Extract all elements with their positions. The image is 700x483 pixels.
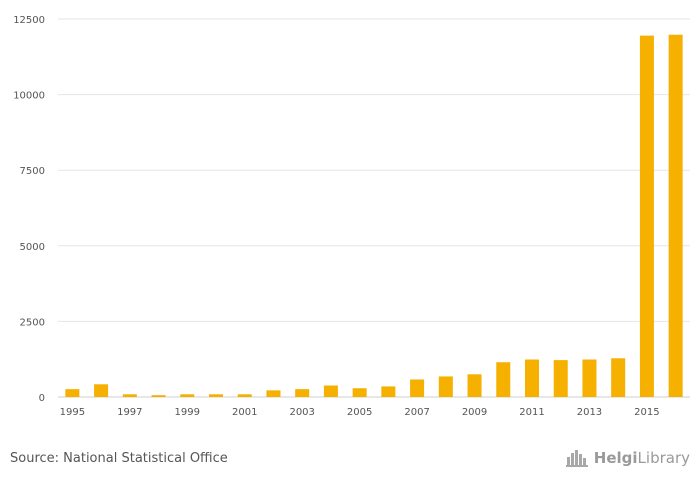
bar-2004[interactable] [323, 385, 338, 397]
bar-1996[interactable] [94, 384, 109, 397]
y-tick-label: 5000 [20, 242, 45, 253]
bar-1998[interactable] [151, 395, 166, 397]
x-axis-tick-labels: 1995 1997 1999 2001 2003 2005 2007 2009 2011 2013… [60, 407, 660, 418]
bar-2002[interactable] [266, 390, 281, 397]
x-tick-label: 1999 [175, 407, 200, 418]
bar-2012[interactable] [553, 360, 568, 397]
bar-1997[interactable] [122, 394, 137, 397]
bar-2001[interactable] [237, 394, 252, 397]
y-tick-label: 12500 [13, 15, 45, 26]
bar-1999[interactable] [180, 394, 195, 397]
bar-2015[interactable] [639, 35, 654, 398]
y-tick-label: 7500 [20, 166, 45, 177]
bar-1995[interactable] [65, 389, 80, 397]
y-tick-label: 0 [39, 393, 45, 404]
x-tick-label: 2015 [634, 407, 659, 418]
x-tick-label: 2007 [404, 407, 429, 418]
x-tick-label: 2011 [519, 407, 544, 418]
bar-2003[interactable] [295, 389, 310, 397]
x-tick-label: 2001 [232, 407, 257, 418]
bar-2011[interactable] [525, 359, 539, 397]
x-tick-label: 1997 [117, 407, 142, 418]
x-tick-label: 2005 [347, 407, 372, 418]
bar-2005[interactable] [352, 388, 367, 397]
source-note: Source: National Statistical Office [10, 451, 228, 466]
bar-2000[interactable] [209, 394, 223, 397]
y-axis-tick-labels: 0 2500 5000 7500 10000 12500 [13, 15, 45, 404]
bar-2013[interactable] [582, 359, 597, 397]
bar-2006[interactable] [381, 386, 396, 397]
bar-2016[interactable] [668, 34, 683, 398]
bar-2008[interactable] [438, 376, 453, 397]
x-tick-label: 2013 [577, 407, 602, 418]
y-tick-label: 2500 [20, 317, 45, 328]
bar-2010[interactable] [496, 362, 511, 397]
bar-chart: 0 2500 5000 7500 10000 12500 1995 1997 1999 2001… [13, 15, 690, 418]
x-tick-label: 2009 [462, 407, 487, 418]
bar-2007[interactable] [410, 379, 425, 397]
logo-name-bold: Helgi [593, 449, 638, 467]
bars [65, 34, 683, 398]
helgi-library-logo[interactable]: Helgi Library [565, 449, 690, 467]
y-tick-label: 10000 [13, 91, 45, 102]
helgi-library-skyline-icon [565, 450, 588, 467]
x-tick-label: 1995 [60, 407, 85, 418]
x-tick-label: 2003 [289, 407, 314, 418]
bar-2014[interactable] [611, 358, 626, 397]
gridlines [58, 18, 690, 398]
bar-2009[interactable] [467, 374, 482, 397]
logo-name-light: Library [637, 449, 690, 467]
